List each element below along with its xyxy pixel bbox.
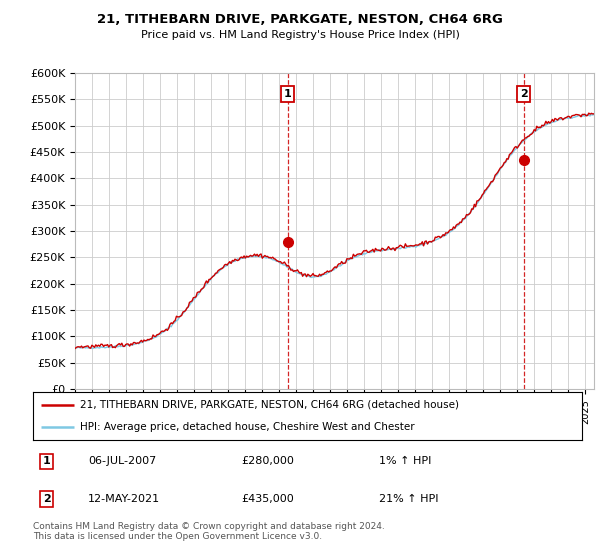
Text: 2: 2 bbox=[43, 494, 50, 504]
Text: 1% ↑ HPI: 1% ↑ HPI bbox=[379, 456, 431, 466]
Text: 21% ↑ HPI: 21% ↑ HPI bbox=[379, 494, 439, 504]
Text: 1: 1 bbox=[284, 89, 292, 99]
Text: HPI: Average price, detached house, Cheshire West and Chester: HPI: Average price, detached house, Ches… bbox=[80, 422, 414, 432]
Text: Price paid vs. HM Land Registry's House Price Index (HPI): Price paid vs. HM Land Registry's House … bbox=[140, 30, 460, 40]
Text: 21, TITHEBARN DRIVE, PARKGATE, NESTON, CH64 6RG (detached house): 21, TITHEBARN DRIVE, PARKGATE, NESTON, C… bbox=[80, 400, 458, 410]
Text: 21, TITHEBARN DRIVE, PARKGATE, NESTON, CH64 6RG: 21, TITHEBARN DRIVE, PARKGATE, NESTON, C… bbox=[97, 13, 503, 26]
Text: 1: 1 bbox=[43, 456, 50, 466]
Text: 06-JUL-2007: 06-JUL-2007 bbox=[88, 456, 156, 466]
Text: 12-MAY-2021: 12-MAY-2021 bbox=[88, 494, 160, 504]
Text: Contains HM Land Registry data © Crown copyright and database right 2024.
This d: Contains HM Land Registry data © Crown c… bbox=[33, 522, 385, 542]
Text: £435,000: £435,000 bbox=[242, 494, 295, 504]
Text: 2: 2 bbox=[520, 89, 527, 99]
Text: £280,000: £280,000 bbox=[242, 456, 295, 466]
